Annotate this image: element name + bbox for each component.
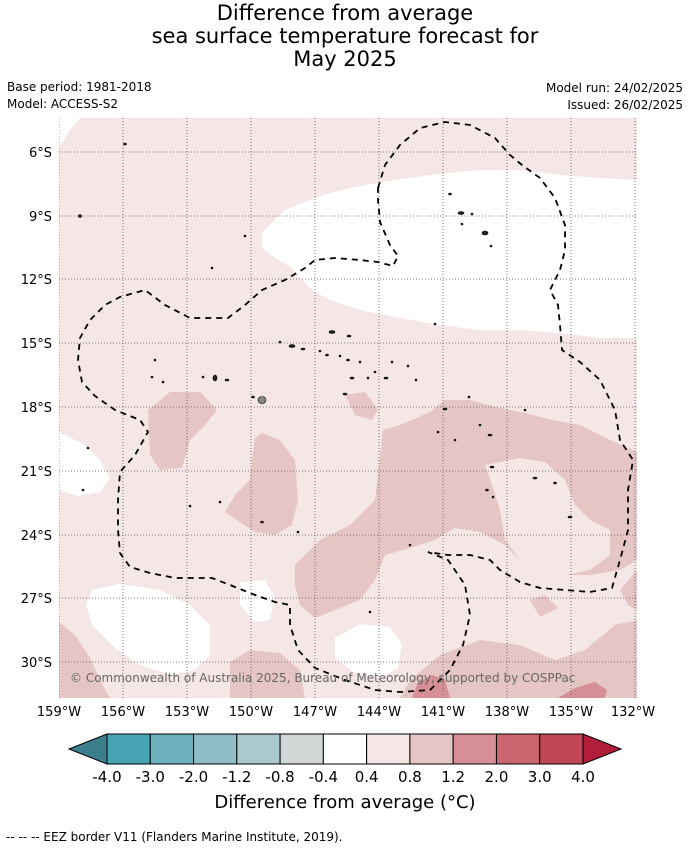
longitude-ticks: 159°W 156°W 153°W 150°W 147°W 144°W 141°… xyxy=(37,705,655,720)
anomaly-warm-white-notch xyxy=(485,458,610,578)
colorbar-arrow-low xyxy=(67,733,108,765)
colorbar-swatch xyxy=(236,733,281,765)
latitude-ticks: 6°S 9°S 12°S 15°S 18°S 21°S 24°S 27°S 30… xyxy=(21,146,52,671)
anomaly-warm-islet xyxy=(345,392,378,420)
colorbar-tick-label: -0.4 xyxy=(309,768,338,786)
lon-tick-150w: 150°W xyxy=(229,705,273,720)
colorbar-tick-label: 4.0 xyxy=(571,768,595,786)
colorbar-tick-label: 0.8 xyxy=(398,768,422,786)
lat-tick-18s: 18°S xyxy=(21,401,52,416)
colorbar-arrow-high xyxy=(582,733,623,765)
colorbar-tick-label: -2.0 xyxy=(179,768,208,786)
lat-tick-30s: 30°S xyxy=(21,656,52,671)
anomaly-white-top-strip xyxy=(59,118,637,130)
lat-tick-6s: 6°S xyxy=(29,146,52,161)
colorbar-tick-label: 3.0 xyxy=(528,768,552,786)
lat-tick-12s: 12°S xyxy=(21,273,52,288)
anomaly-warm-southeast-bottom xyxy=(400,620,637,698)
colorbar-swatch xyxy=(452,733,497,765)
eez-border xyxy=(77,121,634,693)
colorbar-swatch xyxy=(495,733,541,765)
colorbar-tick-label: -0.8 xyxy=(265,768,294,786)
anomaly-white-small-2 xyxy=(335,624,402,678)
lon-tick-141w: 141°W xyxy=(421,705,465,720)
colorbar-tick-label: -3.0 xyxy=(136,768,165,786)
lat-tick-21s: 21°S xyxy=(21,465,52,480)
lon-tick-159w: 159°W xyxy=(37,705,81,720)
lat-tick-27s: 27°S xyxy=(21,592,52,607)
colorbar-swatch xyxy=(106,733,151,765)
colorbar: -4.0 -3.0 -2.0 -1.2 -0.8 -0.4 0.4 0.8 1.2 2.0 3.0 4… xyxy=(67,733,623,786)
colorbar-label: Difference from average (°C) xyxy=(214,792,476,813)
lon-tick-153w: 153°W xyxy=(165,705,209,720)
lon-tick-132w: 132°W xyxy=(611,705,655,720)
colorbar-swatch xyxy=(409,733,454,765)
colorbar-swatch xyxy=(366,733,411,765)
lat-tick-9s: 9°S xyxy=(29,210,52,225)
eez-legend-note: -- -- -- EEZ border V11 (Flanders Marine… xyxy=(6,830,343,844)
anomaly-hot-2 xyxy=(558,682,607,698)
colorbar-swatch xyxy=(279,733,324,765)
lon-tick-147w: 147°W xyxy=(293,705,337,720)
anomaly-warm-west xyxy=(148,392,217,470)
anomaly-white-northeast xyxy=(262,170,637,338)
copyright-text: © Commonwealth of Australia 2025, Bureau… xyxy=(70,671,575,685)
colorbar-swatch xyxy=(193,733,238,765)
title-line-3: May 2025 xyxy=(293,47,397,71)
chart-title: Difference from average sea surface temp… xyxy=(0,2,690,71)
colorbar-tick-label: -1.2 xyxy=(222,768,251,786)
anomaly-warm-southwest-corner xyxy=(59,622,110,698)
lon-tick-156w: 156°W xyxy=(101,705,145,720)
lon-tick-138w: 138°W xyxy=(485,705,529,720)
islands xyxy=(78,142,573,614)
anomaly-warm-southeast xyxy=(530,595,558,617)
anomaly-white-southwest xyxy=(86,584,210,675)
anomaly-warm-central xyxy=(225,433,298,535)
anomaly-field xyxy=(59,118,637,698)
model-name: Model: ACCESS-S2 xyxy=(7,97,119,111)
lat-tick-15s: 15°S xyxy=(21,337,52,352)
lat-tick-24s: 24°S xyxy=(21,529,52,544)
colorbar-swatch xyxy=(149,733,195,765)
anomaly-warm-east-edge xyxy=(620,570,637,610)
base-period: Base period: 1981-2018 xyxy=(7,80,152,94)
title-line-2: sea surface temperature forecast for xyxy=(151,24,539,48)
colorbar-swatch xyxy=(539,733,584,765)
anomaly-white-small-1 xyxy=(240,580,275,622)
model-run: Model run: 24/02/2025 xyxy=(545,81,683,95)
lon-tick-135w: 135°W xyxy=(549,705,593,720)
issued-date: Issued: 26/02/2025 xyxy=(567,98,683,112)
anomaly-white-left-edge xyxy=(59,118,80,148)
colorbar-tick-label: 1.2 xyxy=(441,768,465,786)
anomaly-white-west xyxy=(59,432,110,496)
colorbar-tick-label: 0.4 xyxy=(355,768,379,786)
colorbar-swatch xyxy=(322,733,368,765)
title-line-1: Difference from average xyxy=(216,1,474,25)
colorbar-tick-label: 2.0 xyxy=(485,768,509,786)
colorbar-tick-label: -4.0 xyxy=(92,768,121,786)
lon-tick-144w: 144°W xyxy=(357,705,401,720)
